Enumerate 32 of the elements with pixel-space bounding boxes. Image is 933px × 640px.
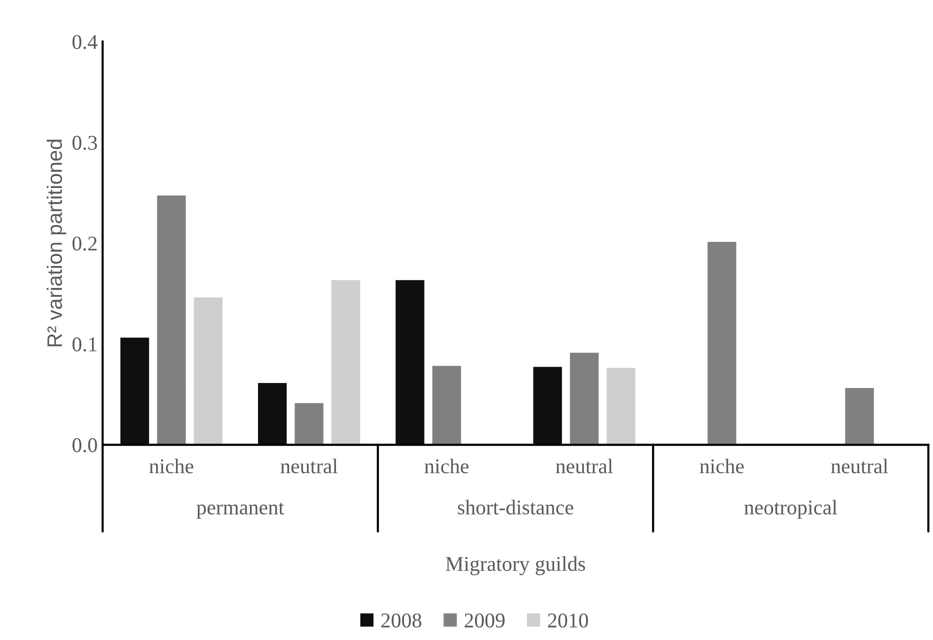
bar	[256, 382, 288, 445]
bar	[844, 386, 876, 445]
bar	[119, 336, 150, 445]
y-tick-label: 0.0	[72, 438, 97, 452]
y-tick-label: 0.3	[72, 136, 97, 150]
y-tick-label: 0.2	[72, 236, 97, 251]
x-tick-label: neutral	[831, 458, 888, 474]
y-axis-title: R² variation partitioned	[46, 140, 66, 346]
bar	[568, 351, 600, 445]
legend-label: 2009	[464, 613, 505, 628]
bar	[394, 278, 426, 445]
x-tick-label: niche	[424, 458, 469, 474]
bar	[192, 296, 224, 445]
bar	[293, 402, 325, 445]
bar	[330, 278, 362, 445]
bar	[605, 366, 637, 445]
x-tick-label: neutral	[280, 458, 338, 474]
x-tick-label: neutral	[556, 458, 613, 474]
bar	[532, 365, 564, 445]
y-tick-label: 0.4	[72, 34, 98, 50]
bar	[156, 194, 188, 445]
text: permanent	[196, 502, 284, 519]
legend-label: 2008	[381, 613, 422, 628]
x-tick-label: niche	[700, 458, 744, 474]
y-tick-label: 0.1	[72, 337, 97, 352]
bar	[430, 364, 462, 445]
bar	[706, 240, 738, 445]
x-axis-title: Migratory guilds	[446, 556, 586, 576]
legend-label: 2010	[548, 613, 588, 628]
text: neotropical	[744, 500, 838, 519]
text: short-distance	[458, 500, 574, 515]
x-tick-label: niche	[149, 458, 194, 474]
